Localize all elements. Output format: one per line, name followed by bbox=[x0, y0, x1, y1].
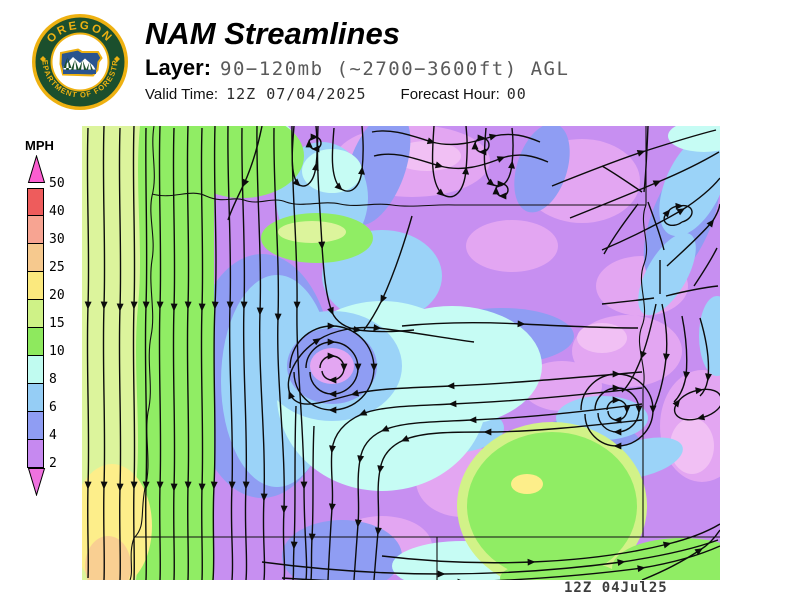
legend-color-segment bbox=[27, 356, 44, 384]
legend-tick-label: 40 bbox=[49, 204, 65, 219]
wind-speed-legend: MPH 50 40 30 25 20 15 10 8 6 4 2 bbox=[24, 138, 94, 501]
legend-color-segment bbox=[27, 244, 44, 272]
legend-colorbar bbox=[27, 188, 44, 468]
legend-title: MPH bbox=[25, 138, 54, 153]
logo-left-ornament bbox=[40, 56, 46, 62]
legend-tick-label: 50 bbox=[49, 176, 65, 191]
legend-color-segment bbox=[27, 272, 44, 300]
legend-tick-label: 4 bbox=[49, 428, 57, 443]
legend-tick-label: 25 bbox=[49, 260, 65, 275]
legend-color-segment bbox=[27, 300, 44, 328]
page-title: NAM Streamlines bbox=[145, 16, 400, 51]
legend-tick-label: 10 bbox=[49, 344, 65, 359]
layer-value: 90−120mb (~2700−3600ft) AGL bbox=[220, 58, 570, 80]
logo-right-ornament bbox=[114, 56, 120, 62]
streamline-map bbox=[82, 126, 720, 580]
legend-color-segment bbox=[27, 216, 44, 244]
forecast-hour-value: 00 bbox=[506, 85, 527, 103]
legend-tick-label: 30 bbox=[49, 232, 65, 247]
valid-time-value: 12Z 07/04/2025 bbox=[226, 85, 367, 103]
header: NAM Streamlines Layer: 90−120mb (~2700−3… bbox=[145, 16, 569, 103]
layer-label: Layer: bbox=[145, 55, 212, 80]
map-timestamp: 12Z 04Jul25 bbox=[564, 580, 668, 596]
valid-time-label: Valid Time: bbox=[145, 86, 219, 103]
forecast-hour-label: Forecast Hour: bbox=[400, 86, 500, 103]
odf-logo: OREGON DEPARTMENT OF FORESTRY bbox=[30, 12, 128, 110]
legend-tick-label: 8 bbox=[49, 372, 57, 387]
legend-tick-label: 15 bbox=[49, 316, 65, 331]
wind-speed-field bbox=[82, 126, 720, 580]
logo-state-emblem bbox=[59, 48, 103, 77]
legend-tick-label: 20 bbox=[49, 288, 65, 303]
legend-down-arrow-icon bbox=[27, 468, 46, 497]
legend-color-segment bbox=[27, 412, 44, 440]
legend-color-segment bbox=[27, 440, 44, 468]
streamlines bbox=[84, 126, 720, 580]
legend-tick-label: 6 bbox=[49, 400, 57, 415]
legend-color-segment bbox=[27, 188, 44, 216]
legend-tick-label: 2 bbox=[49, 456, 57, 471]
legend-color-segment bbox=[27, 384, 44, 412]
legend-color-segment bbox=[27, 328, 44, 356]
legend-up-arrow-icon bbox=[27, 154, 46, 183]
